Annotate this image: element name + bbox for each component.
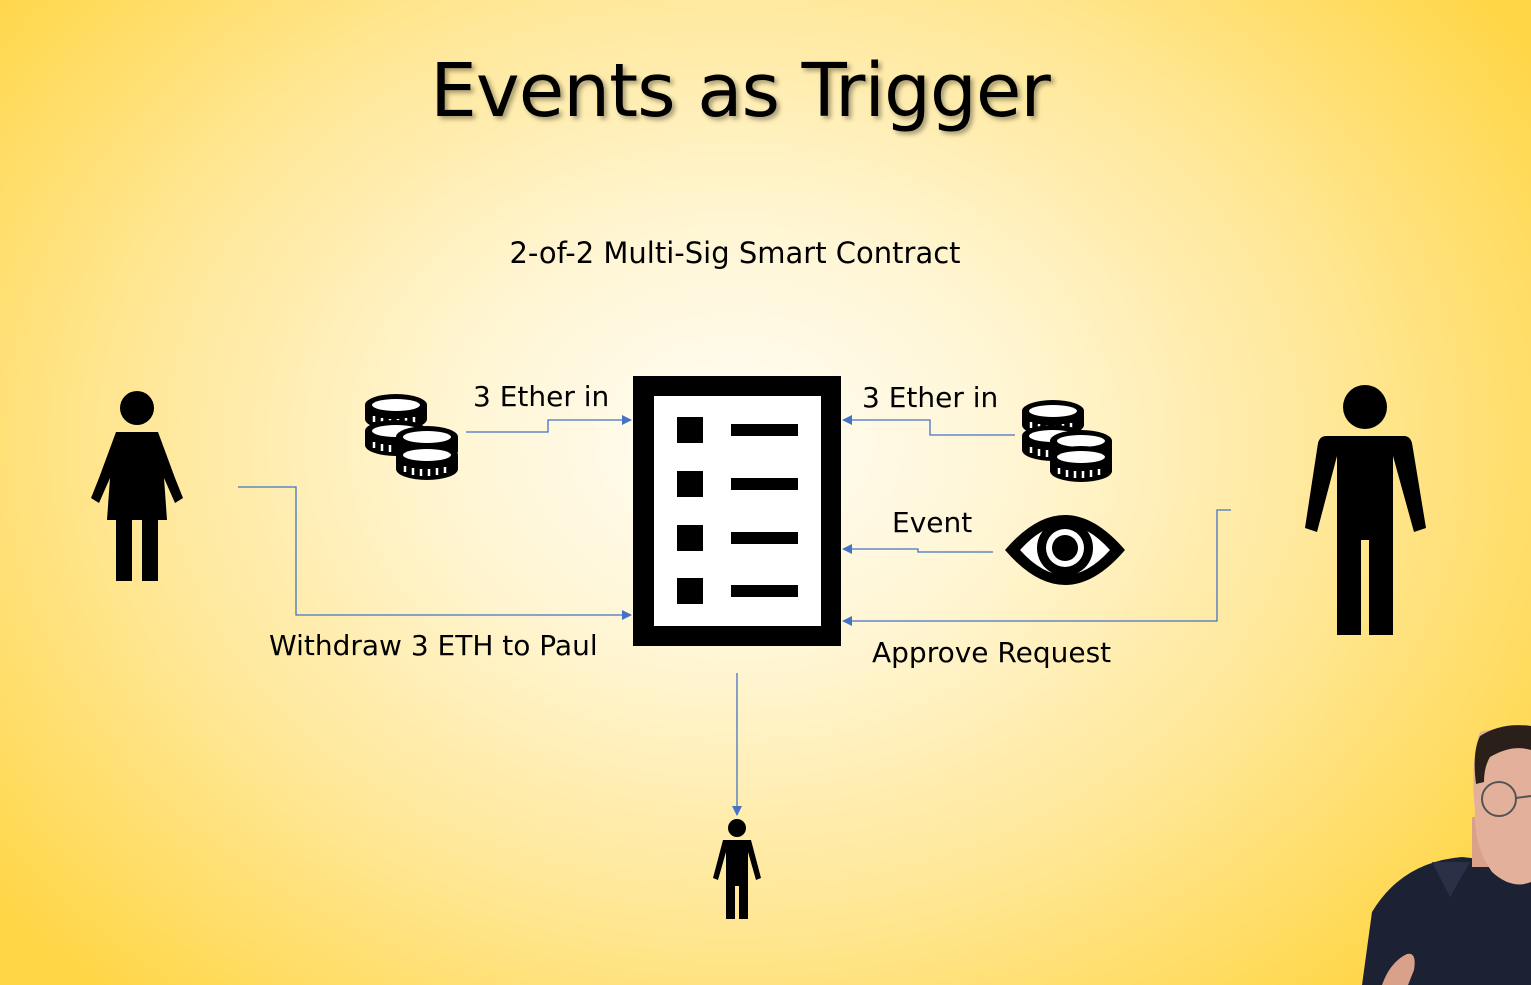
label-approve: Approve Request	[872, 636, 1112, 669]
man-icon	[1305, 385, 1426, 635]
checklist-document-icon	[633, 376, 841, 646]
label-ether-in-right: 3 Ether in	[862, 381, 999, 414]
coins-icon-left	[363, 392, 460, 482]
connectors	[238, 415, 1231, 816]
presenter-video	[1362, 722, 1531, 985]
arrow-withdraw	[238, 486, 632, 620]
label-ether-in-left: 3 Ether in	[473, 380, 610, 413]
eye-icon	[1005, 515, 1125, 585]
person-icon	[713, 819, 761, 919]
slide-title: Events as Trigger	[430, 48, 1051, 134]
arrow-approve	[842, 509, 1231, 626]
coins-icon-right	[1020, 398, 1114, 484]
label-event: Event	[892, 506, 973, 539]
arrow-ether-in-right	[842, 415, 1015, 436]
arrow-event	[842, 544, 993, 554]
slide-subtitle: 2-of-2 Multi-Sig Smart Contract	[509, 236, 961, 270]
arrow-ether-in-left	[466, 415, 632, 433]
label-withdraw: Withdraw 3 ETH to Paul	[269, 629, 598, 662]
woman-icon	[91, 391, 183, 581]
